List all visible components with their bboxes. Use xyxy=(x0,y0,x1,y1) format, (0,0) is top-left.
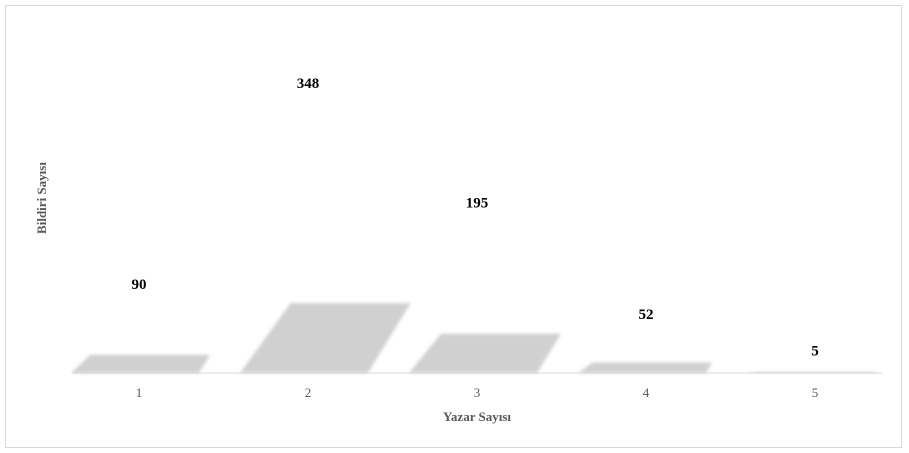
data-label: 90 xyxy=(132,277,147,293)
y-axis-title: Bildiri Sayısı xyxy=(34,162,49,234)
x-axis-title: Yazar Sayısı xyxy=(443,409,511,424)
x-tick-label: 2 xyxy=(305,385,312,400)
area-segment-5 xyxy=(747,371,876,373)
data-label: 52 xyxy=(639,307,654,323)
area-segment-2 xyxy=(240,303,411,373)
x-tick-label: 3 xyxy=(474,385,481,400)
area-segment-4 xyxy=(578,362,713,373)
chart-frame xyxy=(5,5,902,448)
x-tick-label: 5 xyxy=(812,385,819,400)
data-label: 348 xyxy=(297,76,320,92)
area-segment-3 xyxy=(409,333,561,373)
x-tick-label: 4 xyxy=(643,385,650,400)
data-label: 195 xyxy=(466,195,489,211)
x-tick-label: 1 xyxy=(136,385,143,400)
data-label: 5 xyxy=(811,344,819,360)
area-segment-1 xyxy=(71,354,211,373)
